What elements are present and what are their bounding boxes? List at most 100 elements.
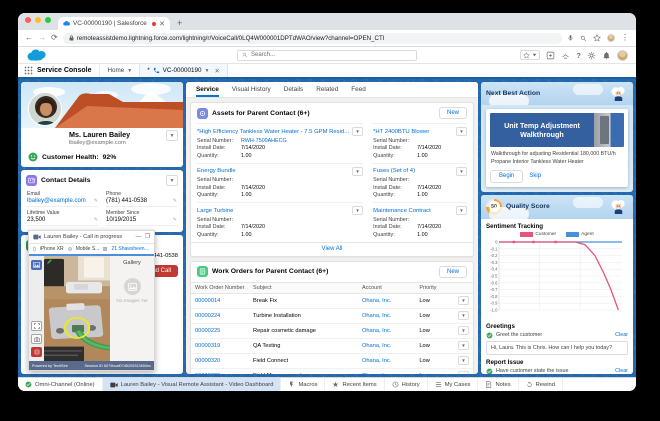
asset-link[interactable]: *HT 2400BTU Blower [373, 128, 430, 135]
fullscreen-button[interactable] [31, 321, 42, 331]
nav-tab-home[interactable]: Home ▼ [99, 64, 139, 77]
caller-address-link[interactable]: 21 Shawsheen Ave, Wil... [111, 246, 150, 252]
report-issue-clear-link[interactable]: Clear [615, 368, 628, 374]
new-tab-button[interactable]: + [177, 18, 183, 28]
wo-account-link[interactable]: Ohana, Inc. [357, 322, 416, 338]
assets-view-all-link[interactable]: View All [191, 241, 473, 256]
check-circle-icon[interactable] [486, 332, 493, 339]
edit-pencil-icon[interactable]: ✎ [93, 217, 98, 223]
app-launcher-icon[interactable] [24, 66, 33, 75]
begin-button[interactable]: Begin [490, 169, 524, 183]
wo-row-dropdown[interactable]: ▼ [458, 296, 469, 305]
notifications-bell-icon[interactable] [602, 51, 611, 60]
wo-number-link[interactable]: 00000224 [191, 307, 249, 323]
asset-link[interactable]: Large Turbine [197, 207, 234, 214]
asset-field-value[interactable]: RWH-7500AHECG [241, 137, 287, 144]
reload-icon[interactable]: ⟳ [51, 33, 58, 42]
browser-menu-icon[interactable]: ⋮ [621, 33, 629, 42]
guidance-center-icon[interactable] [561, 51, 570, 60]
greetings-text-box[interactable]: Hi, Laura. This is Chris. How can I help… [486, 340, 628, 355]
chevron-down-icon[interactable]: ▼ [204, 67, 210, 74]
minimize-icon[interactable]: — [135, 233, 142, 240]
utility-item-history[interactable]: History [385, 378, 428, 391]
wo-row-dropdown[interactable]: ▼ [458, 341, 469, 350]
mic-icon[interactable] [567, 34, 574, 42]
utility-item-rewind[interactable]: Rewind [519, 378, 563, 391]
minimize-window-button[interactable] [35, 16, 41, 23]
wo-row-dropdown[interactable]: ▼ [458, 371, 469, 374]
snapshot-camera-button[interactable] [31, 334, 42, 344]
share-image-button[interactable] [31, 260, 42, 270]
utility-item-recent[interactable]: Recent Items [325, 378, 385, 391]
tab-details[interactable]: Details [283, 85, 304, 93]
tab-service[interactable]: Service [196, 82, 219, 97]
asset-title-row: *High Efficiency Tankless Water Heater -… [197, 127, 364, 136]
utility-item-notes[interactable]: Notes [478, 378, 519, 391]
wo-number-link[interactable]: 00000323 [191, 367, 249, 374]
wo-account-link[interactable]: Ohana, Inc. [357, 307, 416, 323]
assets-new-button[interactable]: New [438, 107, 467, 119]
asset-row-dropdown[interactable]: ▼ [352, 206, 364, 215]
tab-visual-history[interactable]: Visual History [231, 85, 271, 93]
help-icon[interactable]: ? [576, 50, 581, 60]
greetings-clear-link[interactable]: Clear [615, 332, 628, 339]
profile-actions-dropdown[interactable]: ▼ [166, 130, 178, 141]
wo-account-link[interactable]: Ohana, Inc. [357, 292, 416, 308]
wo-number-link[interactable]: 00000320 [191, 352, 249, 368]
bookmark-star-icon[interactable] [593, 34, 601, 42]
check-circle-icon[interactable] [486, 368, 493, 374]
wo-row-dropdown[interactable]: ▼ [458, 311, 469, 320]
wo-row-dropdown[interactable]: ▼ [458, 356, 469, 365]
console-content: Ms. Lauren Bailey lbailey@example.com ▼ … [18, 79, 636, 377]
browser-profile-avatar[interactable] [607, 34, 615, 42]
contact-details-dropdown[interactable]: ▼ [166, 175, 178, 186]
favorites-button[interactable] [520, 50, 541, 60]
zoom-window-button[interactable] [45, 16, 51, 23]
wo-number-link[interactable]: 00000225 [191, 322, 249, 338]
tab-related[interactable]: Related [316, 85, 339, 93]
chevron-down-icon[interactable]: ▼ [127, 67, 133, 74]
search-lens-icon[interactable] [580, 35, 587, 42]
setup-gear-icon[interactable] [587, 51, 596, 60]
utility-item-check-circle[interactable]: Omni-Channel (Online) [18, 378, 103, 391]
utility-item-cases[interactable]: My Cases [428, 378, 479, 391]
utility-item-macros[interactable]: Macros [281, 378, 326, 391]
global-actions-icon[interactable] [546, 51, 555, 60]
forward-icon[interactable]: → [38, 33, 46, 42]
asset-row-dropdown[interactable]: ▼ [352, 166, 364, 176]
end-video-button[interactable] [31, 347, 42, 357]
tab-close-icon[interactable]: ✕ [159, 20, 165, 28]
asset-row-dropdown[interactable]: ▼ [352, 127, 364, 136]
wo-number-link[interactable]: 00000014 [191, 292, 249, 308]
address-bar[interactable]: remoteassistdemo.lightning.force.com/lig… [62, 32, 562, 44]
edit-pencil-icon[interactable]: ✎ [172, 198, 177, 204]
wo-account-link[interactable]: Ohana, Inc. [357, 352, 416, 368]
asset-link[interactable]: *High Efficiency Tankless Water Heater -… [197, 128, 350, 135]
work-orders-new-button[interactable]: New [438, 265, 467, 278]
tab-feed[interactable]: Feed [351, 85, 366, 93]
skip-button[interactable]: Skip [529, 173, 542, 180]
close-tab-icon[interactable]: ✕ [214, 67, 220, 75]
close-window-button[interactable] [25, 16, 31, 23]
back-icon[interactable]: ← [25, 33, 33, 42]
edit-pencil-icon[interactable]: ✎ [93, 198, 98, 204]
asset-link[interactable]: Fuses (Set of 4) [373, 168, 416, 174]
popout-icon[interactable]: ❐ [144, 233, 150, 240]
wo-number-link[interactable]: 00000319 [191, 337, 249, 353]
asset-row-dropdown[interactable]: ▼ [456, 127, 467, 136]
wo-account-link[interactable]: Ohana, Inc. [357, 367, 416, 374]
wo-row-dropdown[interactable]: ▼ [458, 326, 469, 335]
utility-item-video[interactable]: Lauren Bailey - Visual Remote Assistant … [102, 378, 282, 391]
annotate-pencil-icon[interactable] [46, 258, 53, 265]
global-search-box[interactable]: Search... [237, 49, 417, 61]
asset-link[interactable]: Maintenance Contract [373, 207, 431, 214]
field-value[interactable]: lbailey@example.com ✎ [27, 197, 98, 207]
wo-account-link[interactable]: Ohana, Inc. [357, 337, 416, 353]
nav-tab-voicecall[interactable]: * VC-00000190 ▼ ✕ [139, 64, 228, 77]
asset-row-dropdown[interactable]: ▼ [456, 206, 467, 215]
user-avatar[interactable] [617, 49, 628, 61]
edit-pencil-icon[interactable]: ✎ [172, 217, 177, 223]
browser-tab[interactable]: VC-00000190 | Salesforce ✕ [58, 17, 170, 30]
asset-row-dropdown[interactable]: ▼ [456, 166, 467, 176]
asset-link[interactable]: Energy Bundle [197, 168, 236, 174]
